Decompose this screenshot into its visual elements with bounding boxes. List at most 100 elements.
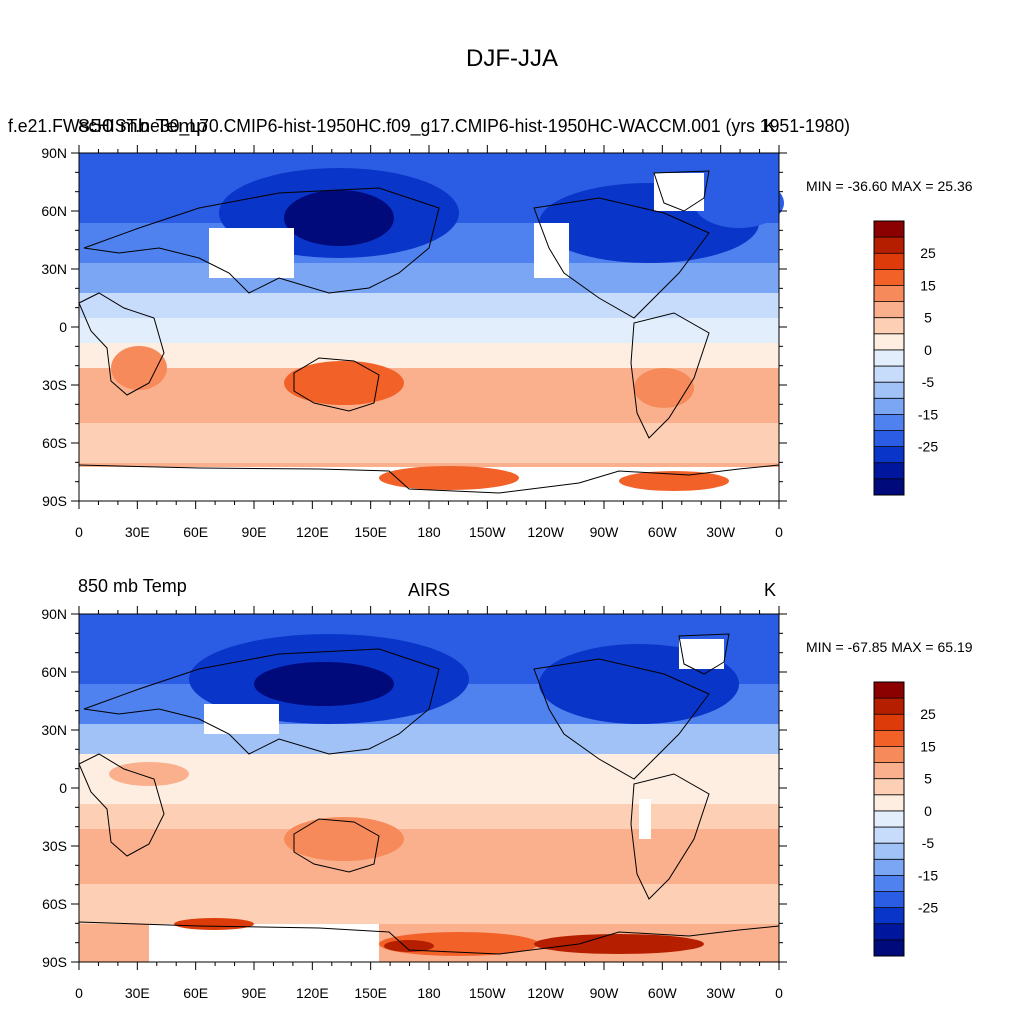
coast-eurasia (83, 187, 440, 294)
colorbar-bin (874, 462, 904, 480)
colorbar-bin (874, 907, 904, 925)
colorbar-label: -15 (918, 867, 938, 883)
x-tick-label: 120W (527, 524, 564, 540)
x-tick-label: 60E (183, 985, 208, 1001)
coast-south-america (630, 312, 710, 439)
colorbar-bin (874, 446, 904, 464)
coast-north-america (533, 658, 710, 780)
coast-south-america (630, 773, 710, 900)
coast-eurasia (83, 648, 440, 755)
warm-south-africa (111, 346, 167, 390)
colorbar-label: 15 (920, 277, 936, 293)
y-tick-label: 0 (59, 319, 67, 335)
coast-australia (293, 818, 380, 873)
panel-2-map (78, 613, 780, 963)
y-tick-label: 30N (41, 261, 67, 277)
panel-1-anomalies (79, 168, 784, 501)
colorbar-bin (874, 430, 904, 447)
coast-north-america (533, 197, 710, 319)
hot-weddell-sea (534, 934, 704, 954)
panel-2-coastlines (78, 633, 780, 955)
warm-east-antarctica (174, 918, 254, 930)
hot-ross-core (384, 940, 434, 952)
colorbar-bin (874, 333, 904, 351)
panel-1-axes: 0 30E 60E 90E 120E 150E 180 150W 120W 90W 60W 30W 09… (41, 145, 787, 540)
warm-arabia (109, 762, 189, 786)
colorbar-bin (874, 349, 904, 367)
y-tick-label: 0 (59, 780, 67, 796)
panel-2-stats: MIN = -67.85 MAX = 65.19 (806, 639, 973, 655)
panel-1-left-label: f.e21.FWscHIST.ne30_L70.CMIP6-hist-1950H… (8, 116, 850, 137)
colorbar-bin (874, 285, 904, 302)
colorbar-bin (874, 398, 904, 415)
panel-2-center-label: AIRS (408, 580, 450, 600)
warm-ross-sea (379, 466, 519, 490)
coast-greenland (678, 633, 730, 675)
x-tick-label: 60W (648, 524, 678, 540)
colorbar-bin (874, 221, 904, 238)
cold-core-siberia-deep (254, 662, 394, 706)
y-tick-label: 30S (42, 377, 67, 393)
greenland-missing (654, 173, 704, 211)
figure-title: DJF-JJA (466, 45, 558, 72)
colorbar-label: -15 (918, 406, 938, 422)
coast-antarctica (78, 921, 780, 955)
panel-2-colorbar: 25 15 5 0 -5 -15 -25 (873, 681, 938, 957)
colorbar-bin (874, 366, 904, 383)
warm-south-america (634, 368, 694, 408)
colorbar-bin (874, 875, 904, 892)
band-equator (79, 318, 779, 343)
andes-missing (639, 799, 651, 839)
colorbar-label: -5 (922, 374, 935, 390)
colorbar-bin (874, 923, 904, 941)
y-tick-label: 30N (41, 722, 67, 738)
y-tick-label: 60S (42, 896, 67, 912)
colorbar-bin (874, 762, 904, 780)
colorbar-label: -25 (918, 900, 938, 916)
colorbar-bin (874, 414, 904, 431)
panel-1-map (78, 152, 784, 502)
band-equator (79, 779, 779, 804)
panel-1-title-overlay: 850 mb Temp (78, 116, 208, 136)
tibet-missing (209, 228, 294, 278)
panel-2-units: K (764, 580, 776, 600)
x-tick-label: 90W (590, 985, 620, 1001)
x-tick-label: 150E (354, 985, 387, 1001)
coast-greenland (653, 170, 710, 212)
colorbar-bin (874, 827, 904, 844)
x-tick-label: 0 (775, 524, 783, 540)
y-tick-label: 60N (41, 664, 67, 680)
coast-africa (78, 753, 165, 857)
x-tick-label: 150W (469, 985, 506, 1001)
x-tick-label: 30W (706, 985, 736, 1001)
cold-north-atlantic (694, 178, 784, 228)
colorbar-label: 25 (920, 245, 936, 261)
panel-2-axes: 0 30E 60E 90E 120E 150E 180 150W 120W 90W 60W 30W 09… (41, 606, 787, 1001)
band-tropic-north (79, 754, 779, 779)
greenland-missing (679, 639, 724, 669)
colorbar-bin (874, 859, 904, 876)
x-tick-label: 180 (417, 985, 441, 1001)
warm-weddell-sea (619, 471, 729, 491)
coast-australia (293, 357, 380, 412)
colorbar-label: 15 (920, 738, 936, 754)
x-tick-label: 90E (242, 985, 267, 1001)
band-midlat-south (79, 423, 779, 463)
colorbar-label: -25 (918, 439, 938, 455)
x-tick-label: 90E (242, 524, 267, 540)
colorbar-bin (874, 478, 904, 496)
cold-core-siberia-deep (284, 190, 394, 246)
x-tick-label: 90W (590, 524, 620, 540)
colorbar-bin (874, 253, 904, 270)
x-tick-label: 30E (125, 524, 150, 540)
colorbar-bin (874, 269, 904, 286)
band-subtropic-north (79, 263, 779, 293)
rockies-missing (534, 223, 569, 278)
y-tick-label: 90S (42, 954, 67, 970)
tibet-missing (204, 704, 279, 734)
colorbar-bin (874, 891, 904, 908)
colorbar-bin (874, 778, 904, 796)
y-tick-label: 90N (41, 145, 67, 161)
colorbar-frame (873, 220, 905, 496)
panel-1-colorbar: 25 15 5 0 -5 -15 -25 (873, 220, 938, 496)
